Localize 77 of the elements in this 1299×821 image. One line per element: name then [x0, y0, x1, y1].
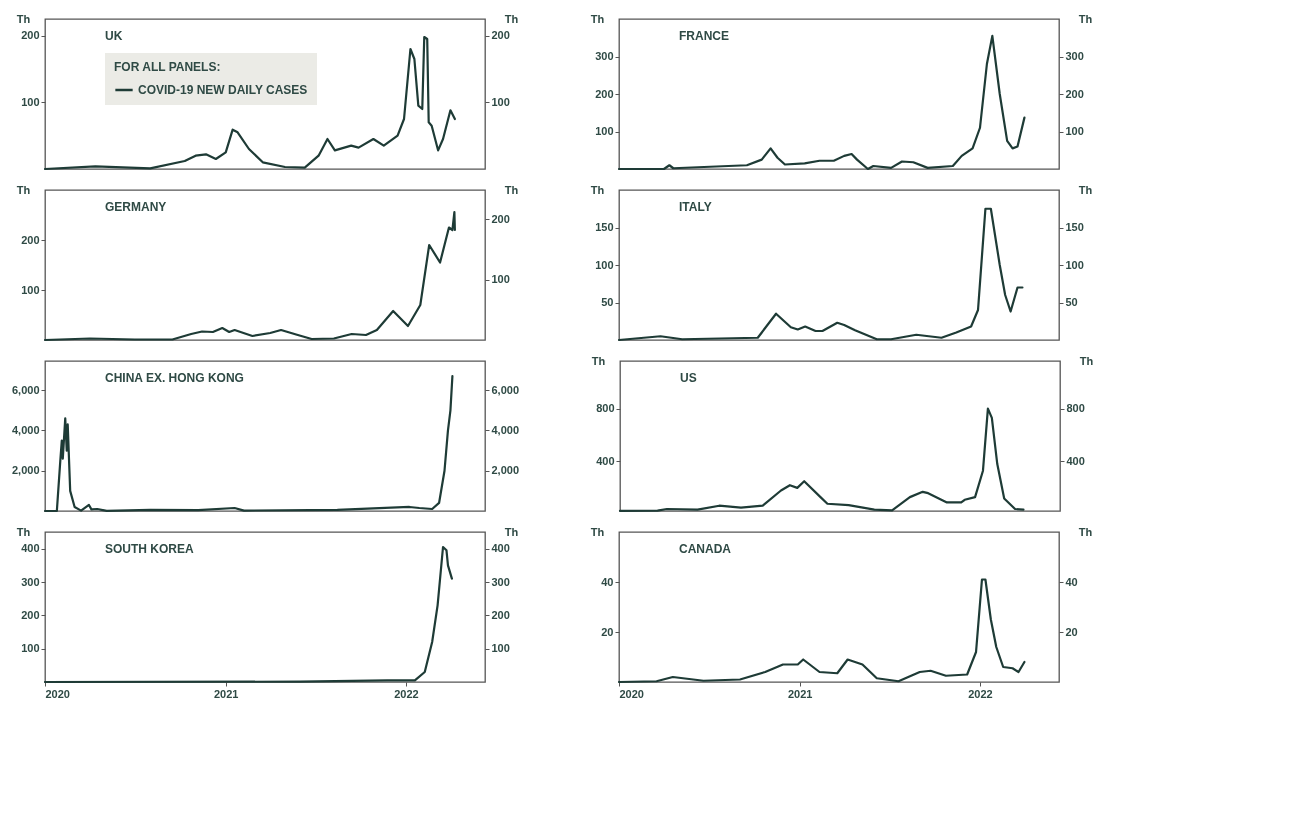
y-tick-label: 200: [21, 233, 40, 246]
x-tick-label: 2022: [394, 687, 419, 700]
y2-tick-label: 200: [491, 212, 510, 225]
y-tick-label: 100: [21, 283, 40, 296]
y2-tick-label: 300: [491, 575, 510, 588]
y-tick-label: 50: [601, 296, 614, 308]
y-tick-label: 800: [596, 402, 615, 415]
text: SOUTH KOREA: [105, 542, 194, 556]
y-tick-label: 6,000: [11, 383, 40, 396]
y-tick-label: 40: [601, 575, 614, 588]
y2-axis-title: Th: [1078, 525, 1093, 538]
y2-tick-label: 50: [1065, 296, 1078, 308]
text: FRANCE: [679, 29, 729, 43]
y2-axis-title: Th: [504, 12, 519, 25]
y2-tick-label: 40: [1065, 575, 1078, 588]
y-tick-label: 20: [601, 625, 614, 638]
y2-tick-label: 100: [1065, 258, 1084, 271]
y-tick-label: 400: [21, 542, 40, 555]
y2-tick-label: 100: [491, 642, 510, 655]
x-tick-label: 2020: [45, 687, 70, 700]
y2-tick-label: 200: [1065, 87, 1084, 100]
y-axis-title: Th: [590, 12, 605, 25]
text: CANADA: [679, 542, 732, 556]
line-series: [618, 407, 1025, 512]
y-tick-label: 200: [595, 87, 614, 100]
legend-title: FOR ALL PANELS:: [114, 60, 221, 74]
y2-axis-title: Th: [504, 525, 519, 538]
y2-tick-label: 800: [1066, 402, 1085, 415]
y2-axis-title: Th: [504, 183, 519, 196]
y2-tick-label: 200: [491, 29, 510, 42]
text: CHINA EX. HONG KONG: [105, 371, 244, 385]
y2-tick-label: 4,000: [491, 423, 520, 436]
y-tick-label: 100: [21, 95, 40, 108]
x-tick-label: 2020: [619, 687, 644, 700]
y2-tick-label: 20: [1065, 625, 1078, 638]
y2-tick-label: 100: [491, 273, 510, 286]
y-tick-label: 2,000: [11, 464, 40, 477]
text: ITALY: [679, 200, 712, 214]
y2-tick-label: 2,000: [491, 464, 520, 477]
y2-tick-label: 100: [1065, 125, 1084, 137]
y-tick-label: 100: [595, 258, 614, 271]
legend-label: COVID-19 NEW DAILY CASES: [138, 83, 308, 97]
y2-tick-label: 400: [491, 542, 510, 555]
y-tick-label: 100: [21, 642, 40, 655]
x-tick-label: 2021: [214, 687, 239, 700]
text: GERMANY: [105, 200, 167, 214]
y-axis-title: Th: [16, 12, 31, 25]
y-tick-label: 200: [21, 608, 40, 621]
y2-tick-label: 150: [1065, 221, 1084, 233]
x-tick-label: 2021: [788, 687, 813, 700]
text: US: [680, 371, 697, 385]
text: UK: [105, 29, 123, 43]
y-axis-title: Th: [16, 525, 31, 538]
y-axis-title: Th: [16, 183, 31, 196]
y-tick-label: 300: [21, 575, 40, 588]
y2-tick-label: 6,000: [491, 383, 520, 396]
y-axis-title: Th: [591, 354, 606, 367]
y2-tick-label: 100: [491, 95, 510, 108]
y-tick-label: 200: [21, 29, 40, 42]
y2-tick-label: 300: [1065, 50, 1084, 62]
y-tick-label: 4,000: [11, 423, 40, 436]
y-tick-label: 300: [595, 50, 614, 62]
line-series: [43, 210, 456, 342]
y2-tick-label: 200: [491, 608, 510, 621]
x-tick-label: 2022: [968, 687, 993, 700]
y-tick-label: 150: [595, 221, 614, 233]
y2-axis-title: Th: [1079, 354, 1094, 367]
y-tick-label: 100: [595, 125, 614, 137]
y2-axis-title: Th: [1078, 12, 1093, 25]
line-series: [43, 375, 454, 513]
line-series: [617, 578, 1026, 684]
line-series: [43, 545, 454, 684]
y2-tick-label: 400: [1066, 454, 1085, 467]
y-axis-title: Th: [590, 183, 605, 196]
y2-axis-title: Th: [1078, 183, 1093, 196]
y-axis-title: Th: [590, 525, 605, 538]
y-tick-label: 400: [596, 454, 615, 467]
